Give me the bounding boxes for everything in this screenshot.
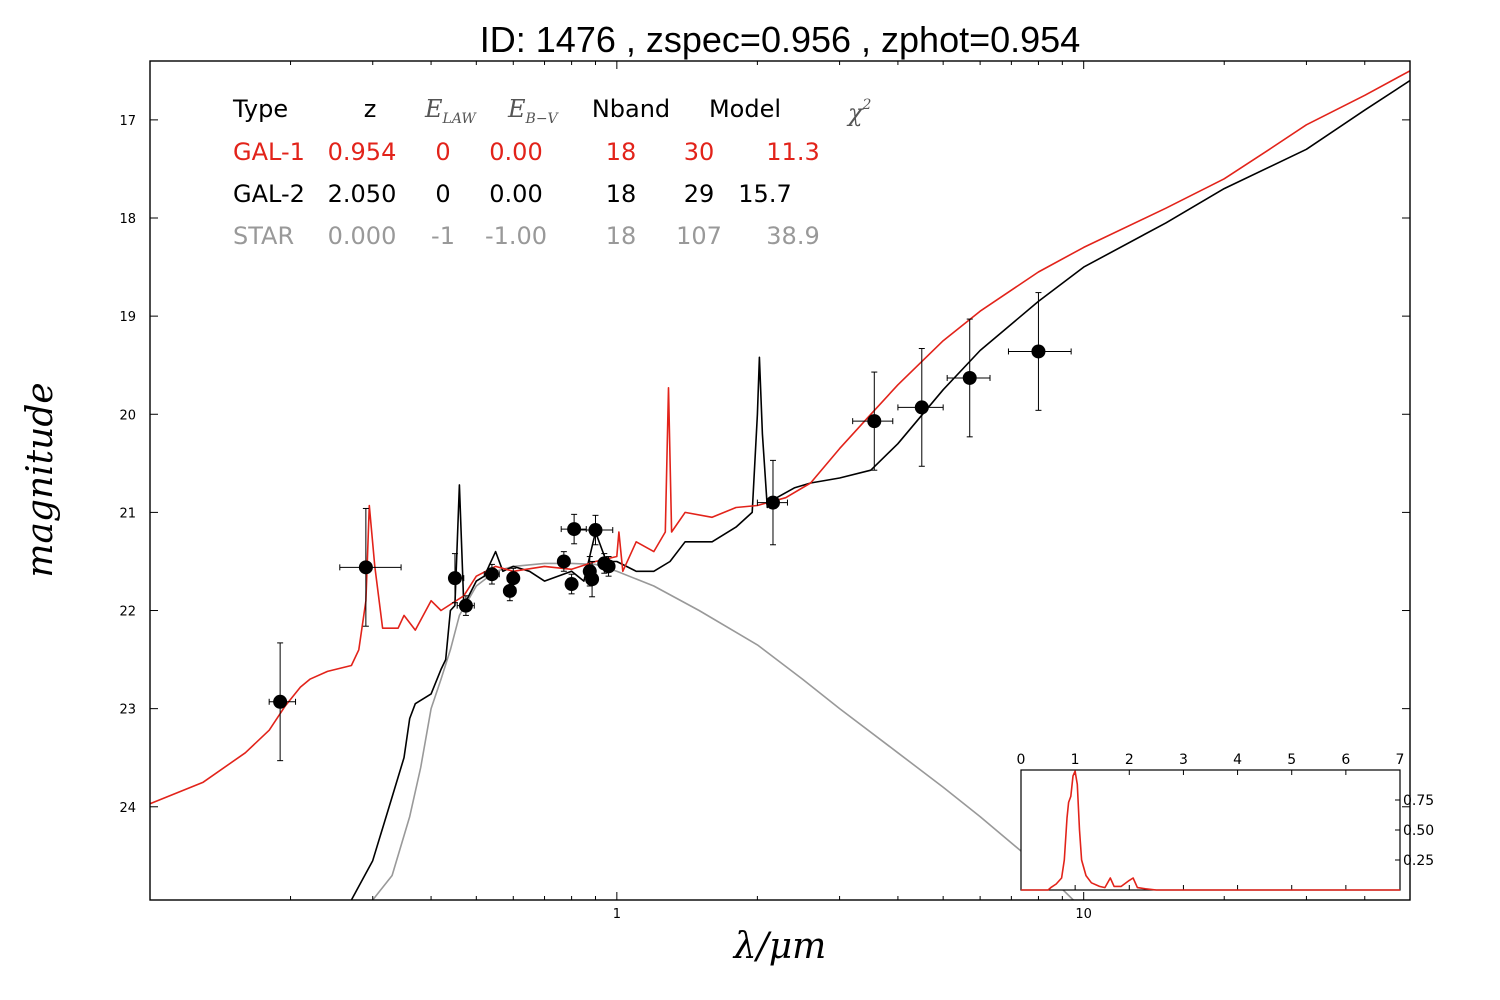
table-row-gal-2-z: 2.050 xyxy=(328,180,397,208)
data-point xyxy=(268,642,297,762)
data-point xyxy=(585,560,600,598)
table-row-star-type: STAR xyxy=(233,222,294,250)
inset-y-tick-label: 0.50 xyxy=(1403,823,1434,839)
y-tick-label: 23 xyxy=(119,703,136,718)
table-row-star-model: 107 xyxy=(676,222,722,250)
table-header-elaw: ELAW xyxy=(424,95,477,127)
y-tick-label: 19 xyxy=(119,310,136,325)
table-header-z: z xyxy=(364,95,377,123)
inset-y-tick-label: 0.25 xyxy=(1403,853,1434,869)
table-row-gal-1-ebv: 0.00 xyxy=(489,138,542,166)
table-row-gal-2-model: 29 xyxy=(684,180,715,208)
plot-frame xyxy=(149,60,1411,901)
data-point xyxy=(601,556,616,577)
inset-x-tick-label: 6 xyxy=(1341,752,1350,768)
data-point xyxy=(1007,292,1072,411)
table-header-nband: Nband xyxy=(592,95,670,123)
data-point xyxy=(447,553,465,604)
table-row-gal-2-type: GAL-2 xyxy=(233,180,305,208)
data-point-marker xyxy=(1031,344,1046,359)
table-row-star-nband: 18 xyxy=(606,222,637,250)
x-axis-label: λ/μm xyxy=(732,926,826,967)
y-tick-label: 21 xyxy=(119,506,136,521)
data-point-marker xyxy=(358,560,373,575)
data-point xyxy=(506,567,521,589)
data-point xyxy=(560,513,587,545)
inset-pdf-line xyxy=(1021,770,1400,891)
table-row-gal-1-model: 30 xyxy=(684,138,715,166)
data-point-marker xyxy=(585,572,600,587)
data-point-marker xyxy=(506,571,521,586)
table-row-star-z: 0.000 xyxy=(328,222,397,250)
table-row-star-elaw: -1 xyxy=(431,222,455,250)
series-line-gal-1 xyxy=(150,70,1410,805)
table-row-star-ebv: -1.00 xyxy=(485,222,547,250)
data-point-marker xyxy=(601,559,616,574)
data-point xyxy=(852,371,894,471)
inset-y-tick-label: 0.75 xyxy=(1403,793,1434,809)
data-point-marker xyxy=(914,400,929,415)
table-row-gal-2-elaw: 0 xyxy=(435,180,450,208)
data-point-marker xyxy=(556,554,571,569)
inset-x-tick-label: 7 xyxy=(1396,752,1405,768)
table-row-gal-2-chi2: 15.7 xyxy=(738,180,791,208)
data-point-marker xyxy=(765,495,780,510)
data-point xyxy=(456,595,475,616)
data-point xyxy=(946,318,991,438)
table-header-ebv: EB−V xyxy=(507,95,560,127)
y-axis-label: magnitude xyxy=(20,382,61,577)
table-header-type: Type xyxy=(232,95,288,123)
y-tick-label: 24 xyxy=(119,801,136,816)
inset-x-tick-label: 1 xyxy=(1071,752,1080,768)
table-header-model: Model xyxy=(709,95,781,123)
table-row-gal-2-nband: 18 xyxy=(606,180,637,208)
inset-x-tick-label: 0 xyxy=(1017,752,1026,768)
data-point-marker xyxy=(588,523,603,538)
data-point-marker xyxy=(502,583,517,598)
inset-x-tick-label: 3 xyxy=(1179,752,1188,768)
data-point-marker xyxy=(567,522,582,537)
inset-x-tick-label: 4 xyxy=(1233,752,1242,768)
y-tick-label: 18 xyxy=(119,212,136,227)
y-tick-label: 17 xyxy=(119,114,136,129)
data-point-marker xyxy=(447,571,462,586)
data-point xyxy=(756,459,788,546)
series-line-star xyxy=(372,562,1074,900)
data-point xyxy=(339,507,402,627)
data-point-marker xyxy=(962,370,977,385)
table-row-gal-1-z: 0.954 xyxy=(328,138,397,166)
data-point xyxy=(564,573,579,595)
data-point-marker xyxy=(484,567,499,582)
table-row-star-chi2: 38.9 xyxy=(766,222,819,250)
data-point-marker xyxy=(564,577,579,592)
data-point xyxy=(556,551,571,572)
table-row-gal-1-nband: 18 xyxy=(606,138,637,166)
photometry-points xyxy=(268,292,1072,762)
legend-table: Type z ELAW EB−V Nband Model χ2 GAL-1 0.954 0 0.00… xyxy=(232,95,872,250)
table-header-chi2: χ2 xyxy=(846,97,872,127)
data-point-marker xyxy=(273,694,288,709)
chart-title: ID: 1476 , zspec=0.956 , zphot=0.954 xyxy=(480,19,1080,60)
y-tick-label: 20 xyxy=(119,408,136,423)
redshift-pdf-inset: 0 1 2 3 4 5 6 7 0.25 0.50 0.75 xyxy=(1017,752,1434,891)
x-tick-label: 1 xyxy=(613,907,621,922)
data-point xyxy=(576,514,614,546)
x-tick-label: 10 xyxy=(1075,907,1092,922)
data-point-marker xyxy=(867,414,882,429)
inset-x-tick-label: 2 xyxy=(1125,752,1134,768)
table-row-gal-1-chi2: 11.3 xyxy=(766,138,819,166)
inset-x-tick-label: 5 xyxy=(1287,752,1296,768)
table-row-gal-1-elaw: 0 xyxy=(435,138,450,166)
table-row-gal-1-type: GAL-1 xyxy=(233,138,305,166)
data-point xyxy=(483,563,500,585)
data-point-marker xyxy=(458,598,473,613)
table-row-gal-2-ebv: 0.00 xyxy=(489,180,542,208)
data-point xyxy=(897,348,944,467)
y-tick-label: 22 xyxy=(119,605,136,620)
